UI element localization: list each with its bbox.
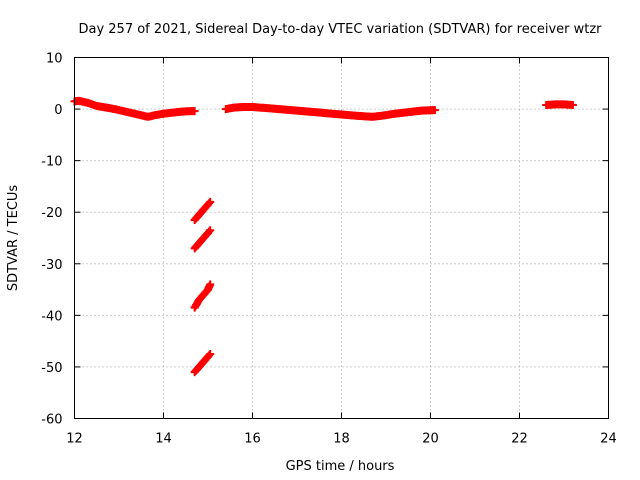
y-tick-label: -10 [41, 155, 62, 170]
x-tick-label: 22 [511, 432, 528, 447]
data-point [430, 106, 439, 115]
data-point [205, 199, 214, 208]
x-tick-label: 20 [422, 432, 439, 447]
chart-title: Day 257 of 2021, Sidereal Day-to-day VTE… [78, 22, 602, 37]
data-point [206, 197, 215, 206]
y-tick-label: -30 [41, 258, 62, 273]
data-point [206, 226, 215, 235]
x-tick-label: 14 [155, 432, 172, 447]
data-point [205, 227, 214, 236]
x-tick-label: 16 [244, 432, 261, 447]
data-point [206, 350, 215, 359]
y-tick-label: -60 [41, 413, 62, 428]
ticks [74, 57, 609, 419]
x-tick-label: 24 [600, 432, 617, 447]
data-point [568, 100, 577, 109]
y-tick-label: 10 [46, 52, 63, 67]
x-axis-label: GPS time / hours [286, 459, 395, 474]
y-axis-label: SDTVAR / TECUs [6, 185, 21, 292]
x-tick-label: 12 [66, 432, 83, 447]
data-layer [70, 96, 577, 377]
y-tick-label: 0 [54, 103, 62, 118]
tick-labels: 12 14 16 18 20 22 24 10 0 -10 -20 -30 -40 -50 -60 [41, 52, 617, 447]
y-tick-label: -50 [41, 361, 62, 376]
x-tick-label: 18 [333, 432, 350, 447]
data-point [206, 280, 215, 289]
data-point [205, 351, 214, 360]
y-tick-label: -40 [41, 309, 62, 324]
y-tick-label: -20 [41, 206, 62, 221]
data-point [190, 107, 199, 116]
